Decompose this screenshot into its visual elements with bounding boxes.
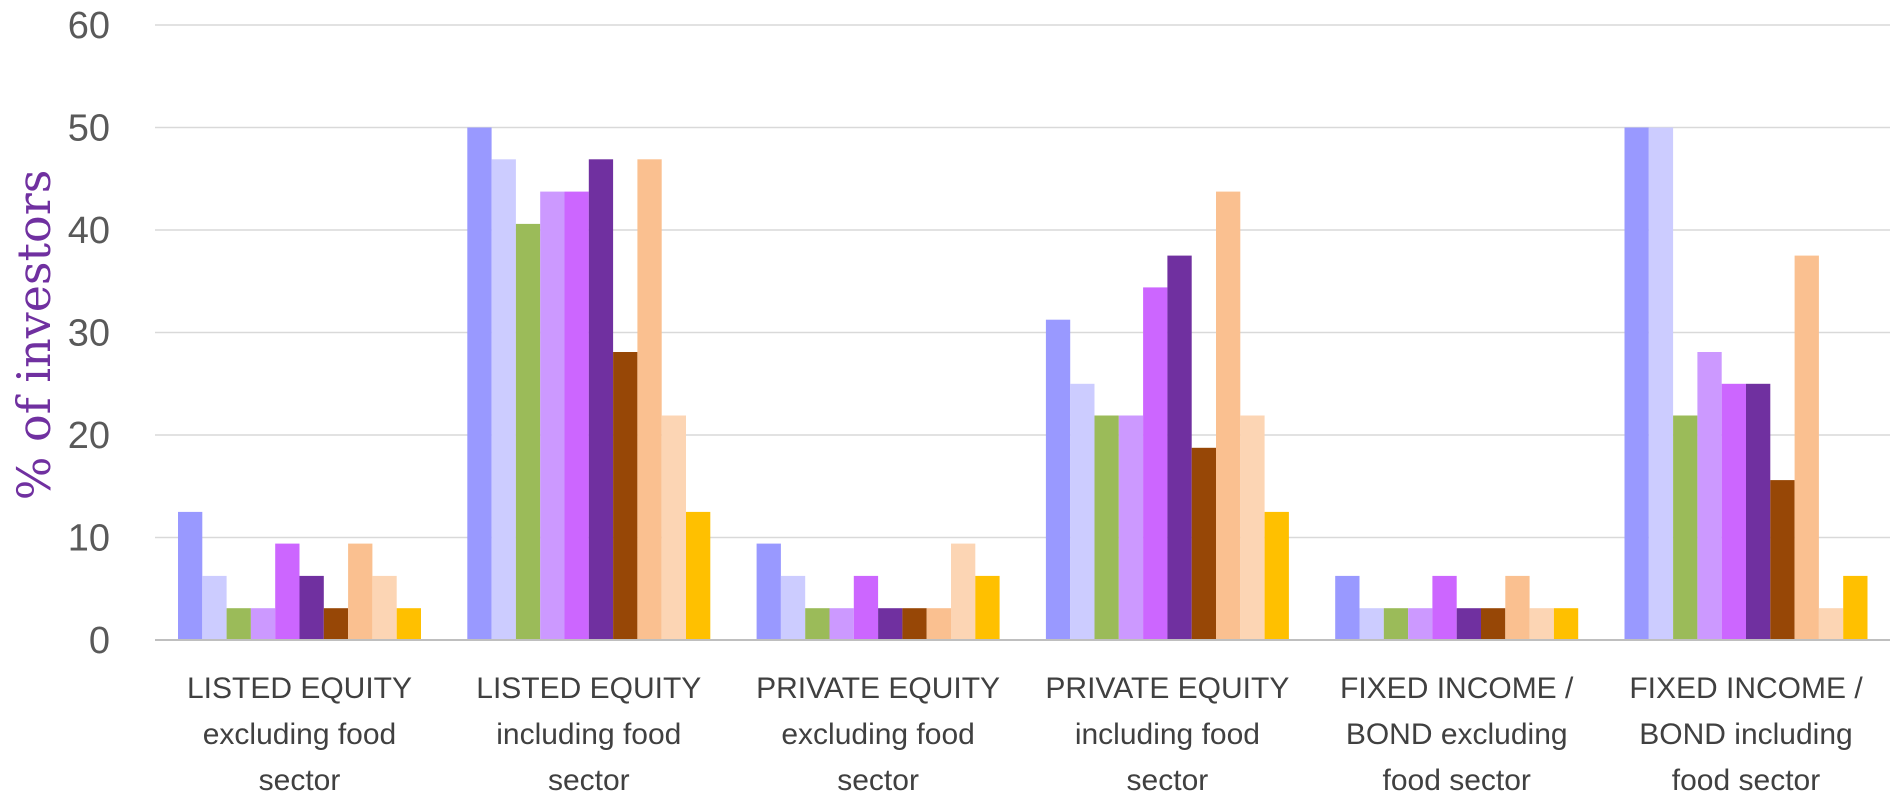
bar (1770, 480, 1795, 640)
x-category-label-line: sector (548, 764, 630, 794)
bar (661, 415, 686, 640)
bar (1624, 127, 1649, 640)
x-category-label-line: excluding food (203, 718, 396, 751)
bar (1335, 575, 1360, 640)
y-tick-label: 10 (68, 518, 110, 560)
bar (1697, 352, 1722, 640)
bar (491, 159, 516, 641)
y-tick-label: 60 (68, 5, 110, 47)
x-category-label-line: LISTED EQUITY (187, 672, 412, 705)
x-category-label: FIXED INCOME / BOND excluding food sector (1340, 672, 1574, 794)
bar (467, 127, 492, 640)
bar (348, 543, 373, 640)
bar (926, 608, 951, 640)
x-category-label-line: BOND including (1639, 718, 1852, 751)
bar (1505, 575, 1530, 640)
x-category-label-line: food sector (1382, 764, 1530, 794)
bar (1070, 383, 1095, 641)
x-category-label-line: sector (259, 764, 341, 794)
bar (250, 608, 276, 640)
bar (1118, 415, 1144, 640)
bar (226, 608, 251, 640)
bar (951, 543, 976, 640)
y-axis-title: % of investors (7, 170, 61, 501)
bar (202, 575, 227, 640)
category-labels: LISTED EQUITY excluding food sectorLISTED … (187, 672, 1863, 794)
bars (178, 127, 1868, 641)
x-category-label-line: FIXED INCOME / (1629, 672, 1863, 705)
bar (396, 608, 421, 640)
bar (1167, 255, 1192, 640)
x-category-label-line: excluding food (781, 718, 974, 751)
bar (1216, 191, 1241, 640)
x-category-label-line: including food (496, 718, 681, 751)
bar (1264, 511, 1289, 640)
bar (878, 608, 903, 640)
x-category-label-line: FIXED INCOME / (1340, 672, 1574, 705)
x-category-label: LISTED EQUITY including food sector (476, 672, 701, 794)
y-tick-label: 0 (89, 620, 110, 662)
bar (323, 608, 349, 640)
y-tick-label: 40 (68, 210, 110, 252)
x-category-label: LISTED EQUITY excluding food sector (187, 672, 412, 794)
bar (613, 352, 638, 640)
bar (1843, 575, 1868, 640)
x-category-label-line: sector (1127, 764, 1209, 794)
bar (178, 511, 203, 640)
bar (1359, 608, 1384, 640)
bar (1746, 383, 1771, 641)
gridlines (155, 24, 1890, 539)
bar (1383, 608, 1409, 640)
y-tick-label: 20 (68, 415, 110, 457)
y-tick-label: 30 (68, 313, 110, 355)
bar (1481, 608, 1506, 640)
bar (637, 159, 662, 641)
bar (829, 608, 854, 640)
x-category-label-line: PRIVATE EQUITY (756, 672, 1000, 705)
x-category-label-line: including food (1075, 718, 1260, 751)
bar (1432, 575, 1457, 640)
x-category-label: FIXED INCOME / BOND including food sector (1629, 672, 1863, 794)
bar (902, 608, 927, 640)
bar (975, 575, 1000, 640)
bar (515, 223, 541, 640)
x-category-label-line: PRIVATE EQUITY (1045, 672, 1289, 705)
x-category-label: PRIVATE EQUITY excluding food sector (756, 672, 1000, 794)
y-tick-label: 50 (68, 108, 110, 150)
bar (1094, 415, 1119, 640)
bar (1553, 608, 1579, 640)
bar (1794, 255, 1819, 640)
y-axis-ticks: 0 10 20 30 40 50 60 (68, 5, 110, 662)
bar (853, 575, 879, 640)
x-category-label: PRIVATE EQUITY including food sector (1045, 672, 1289, 794)
x-category-label-line: LISTED EQUITY (476, 672, 701, 705)
bar (372, 575, 397, 640)
bar (1191, 447, 1216, 640)
bar (275, 543, 300, 640)
bar (588, 159, 614, 641)
bar (780, 575, 806, 640)
bar (1721, 383, 1746, 641)
bar (540, 191, 565, 640)
bar (805, 608, 830, 640)
bar (564, 191, 589, 640)
bar (1529, 608, 1554, 640)
bar (756, 543, 781, 640)
bar (1648, 127, 1674, 640)
bar (1818, 608, 1844, 640)
x-category-label-line: sector (837, 764, 919, 794)
bar (1673, 415, 1698, 640)
x-category-label-line: food sector (1672, 764, 1820, 794)
bar (1143, 287, 1168, 640)
bar (1045, 319, 1071, 640)
x-category-label-line: BOND excluding (1346, 718, 1568, 751)
bar (299, 575, 324, 640)
bar (686, 511, 711, 640)
bar (1240, 415, 1265, 640)
bar (1408, 608, 1433, 640)
bar (1456, 608, 1481, 640)
